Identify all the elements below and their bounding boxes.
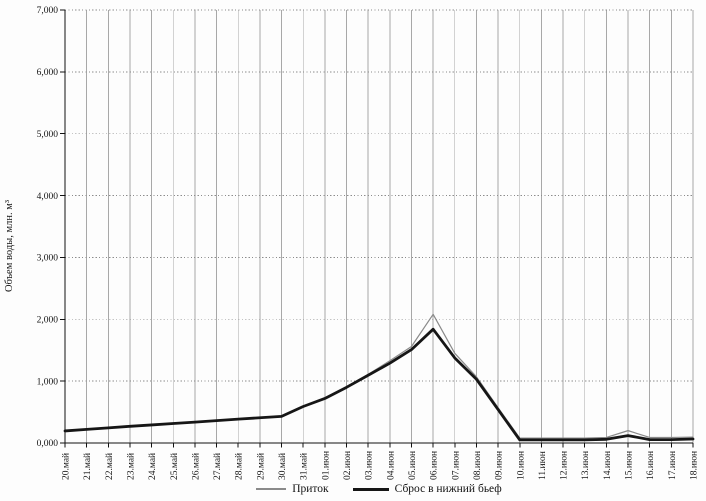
x-tick-label: 20.май: [61, 453, 72, 480]
x-tick-label: 02.июн: [343, 451, 353, 480]
x-tick-label: 14.июн: [603, 451, 613, 480]
x-tick-label: 29.май: [255, 453, 266, 480]
inflow-line-swatch-icon: [256, 488, 287, 490]
data-series: [63, 313, 695, 442]
x-tick-label: 31.май: [299, 453, 310, 480]
discharge-line-swatch-icon: [352, 487, 389, 491]
x-tick-label: 01.июн: [321, 451, 331, 480]
y-tick-label: 1,000: [37, 377, 59, 387]
y-tick-label: 2,000: [37, 315, 59, 325]
x-tick-label: 07.июн: [451, 451, 461, 480]
y-tick-label: 3,000: [37, 254, 59, 264]
x-tick-label: 10.июн: [516, 451, 526, 480]
x-tick-label: 17.июн: [668, 451, 678, 480]
x-tick-label: 25.май: [169, 453, 180, 480]
x-tick-label: 15.июн: [625, 451, 635, 480]
x-tick-label: 26.май: [190, 453, 201, 480]
y-axis-title: Объем воды, млн. м³: [4, 200, 15, 292]
gridlines: [65, 9, 694, 443]
x-tick-label: 12.июн: [560, 451, 570, 480]
x-tick-label: 13.июн: [581, 451, 591, 480]
legend: Приток Сброс в нижний бьеф: [65, 480, 693, 498]
x-tick-label: 21.май: [82, 453, 93, 480]
x-tick-label: 24.май: [147, 453, 158, 480]
x-tick-label: 03.июн: [365, 451, 375, 480]
y-tick-label: 7,000: [37, 6, 59, 16]
x-tick-label: 04.июн: [386, 451, 396, 480]
x-tick-label: 09.июн: [495, 451, 505, 480]
legend-label-discharge: Сброс в нижний бьеф: [394, 483, 502, 495]
legend-label-inflow: Приток: [292, 483, 329, 495]
x-tick-label: 05.июн: [408, 451, 418, 480]
axes: 20.май 21.май 22.май 23.май 24.май 25.май 26.м…: [37, 6, 700, 480]
x-tick-label: 23.май: [125, 453, 136, 480]
x-tick-label: 18.июн: [690, 451, 700, 480]
x-tick-label: 06.июн: [430, 451, 440, 480]
x-tick-label: 11.июн: [538, 451, 548, 480]
x-tick-label: 08.июн: [473, 451, 483, 480]
legend-item-discharge: Сброс в нижний бьеф: [352, 483, 502, 495]
x-tick-label: 22.май: [104, 453, 115, 480]
x-tick-label: 30.май: [277, 453, 288, 480]
x-tick-label: 27.май: [212, 453, 223, 480]
y-tick-label: 0,000: [37, 439, 59, 449]
x-tick-label: 28.май: [234, 453, 245, 480]
legend-item-inflow: Приток: [256, 483, 329, 495]
x-tick-label: 16.июн: [646, 451, 656, 480]
discharge-line: [63, 327, 695, 442]
inflow-line: [64, 313, 694, 439]
y-tick-label: 4,000: [37, 192, 59, 202]
y-tick-label: 5,000: [37, 130, 59, 140]
y-tick-label: 6,000: [37, 68, 59, 78]
